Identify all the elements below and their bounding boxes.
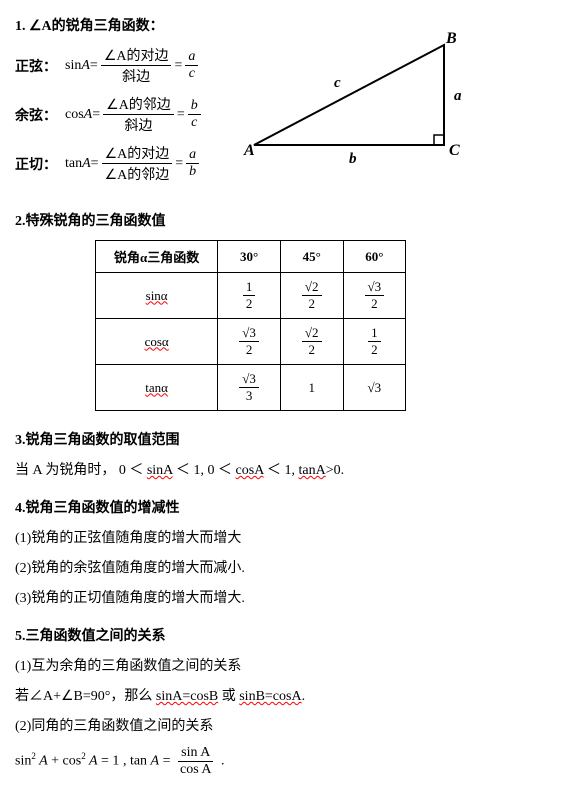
s4-title: 4.锐角三角函数值的增减性 (15, 497, 564, 517)
table-header: 45° (280, 241, 343, 273)
tan-identity-frac: sin Acos A (177, 745, 215, 778)
wavy-text: sinA=cosB (156, 689, 218, 704)
svg-text:B: B (445, 30, 457, 47)
tan-row: 正切： tan A = ∠A的对边∠A的邻边 = ab (15, 143, 204, 184)
svg-text:A: A (243, 142, 255, 159)
sine-func: sin (65, 58, 81, 74)
s4-i2: (2)锐角的余弦值随角度的增大而减小. (15, 557, 564, 577)
wavy-text: sinA (147, 463, 173, 478)
formulas-col: 1. ∠A的锐角三角函数： 正弦： sin A = ∠A的对边斜边 = ac 余… (15, 15, 204, 192)
svg-text:c: c (334, 75, 341, 91)
table-row: cosα√32√2212 (96, 319, 406, 365)
eq: = (92, 107, 100, 123)
s5-i3: (2)同角的三角函数值之间的关系 (15, 715, 564, 735)
cos-frac2: bc (188, 98, 201, 131)
cos-func: cos (65, 107, 84, 123)
svg-text:a: a (454, 88, 462, 104)
table-row: tanα√331√3 (96, 365, 406, 411)
eq: = (174, 58, 182, 74)
s5-line2: 若∠A+∠B=90°，那么 sinA=cosB 或 sinB=cosA. (15, 685, 564, 705)
table-cell: 12 (218, 273, 281, 319)
eq: = (90, 58, 98, 74)
table-header: 30° (218, 241, 281, 273)
table-cell: √32 (343, 273, 406, 319)
svg-text:C: C (449, 142, 460, 159)
s1-title: 1. ∠A的锐角三角函数： (15, 15, 204, 35)
sine-frac2: ac (185, 49, 198, 82)
cos-row: 余弦： cos A = ∠A的邻边斜边 = bc (15, 94, 204, 135)
cos-frac1: ∠A的邻边斜边 (103, 94, 174, 135)
tan-frac1: ∠A的对边∠A的邻边 (102, 143, 173, 184)
tan-func: tan (65, 156, 82, 172)
table-cell: √22 (280, 319, 343, 365)
trig-table: 锐角α三角函数30°45°60° sinα12√22√32cosα√32√221… (95, 240, 406, 411)
s3-title: 3.锐角三角函数的取值范围 (15, 429, 564, 449)
s3-line: 当 A 为锐角时， 0 ＜ sinA ＜ 1, 0 ＜ cosA ＜ 1, ta… (15, 459, 564, 479)
s4-i1: (1)锐角的正弦值随角度的增大而增大 (15, 527, 564, 547)
s5-i1: (1)互为余角的三角函数值之间的关系 (15, 655, 564, 675)
section-5: 5.三角函数值之间的关系 (1)互为余角的三角函数值之间的关系 若∠A+∠B=9… (15, 625, 564, 778)
cos-label: 余弦： (15, 105, 57, 125)
svg-text:b: b (349, 151, 357, 165)
table-header-row: 锐角α三角函数30°45°60° (96, 241, 406, 273)
table-header: 锐角α三角函数 (96, 241, 218, 273)
sine-label: 正弦： (15, 56, 57, 76)
table-row: sinα12√22√32 (96, 273, 406, 319)
section-2: 2.特殊锐角的三角函数值 锐角α三角函数30°45°60° sinα12√22√… (15, 210, 564, 411)
tan-var: A (82, 156, 91, 172)
triangle-diagram: A B C a b c (234, 25, 474, 165)
table-cell: 12 (343, 319, 406, 365)
table-cell: √33 (218, 365, 281, 411)
section-4: 4.锐角三角函数值的增减性 (1)锐角的正弦值随角度的增大而增大 (2)锐角的余… (15, 497, 564, 607)
s4-i3: (3)锐角的正切值随角度的增大而增大. (15, 587, 564, 607)
sine-var: A (81, 58, 90, 74)
eq: = (175, 156, 183, 172)
table-cell: 1 (280, 365, 343, 411)
tan-frac2: ab (186, 147, 199, 180)
table-cell: √22 (280, 273, 343, 319)
eq: = (177, 107, 185, 123)
s5-eq: sin2 A + cos2 A = 1 , tan A = sin Acos A… (15, 745, 564, 778)
table-header: 60° (343, 241, 406, 273)
row-name: tanα (96, 365, 218, 411)
wavy-text: sinB=cosA (239, 689, 301, 704)
tan-label: 正切： (15, 154, 57, 174)
section-1: 1. ∠A的锐角三角函数： 正弦： sin A = ∠A的对边斜边 = ac 余… (15, 15, 564, 192)
row-name: cosα (96, 319, 218, 365)
s2-title: 2.特殊锐角的三角函数值 (15, 210, 564, 230)
sine-frac1: ∠A的对边斜边 (101, 45, 172, 86)
row-name: sinα (96, 273, 218, 319)
eq: = (91, 156, 99, 172)
s5-title: 5.三角函数值之间的关系 (15, 625, 564, 645)
section-3: 3.锐角三角函数的取值范围 当 A 为锐角时， 0 ＜ sinA ＜ 1, 0 … (15, 429, 564, 479)
table-cell: √3 (343, 365, 406, 411)
wavy-text: tanA (299, 463, 326, 478)
sine-row: 正弦： sin A = ∠A的对边斜边 = ac (15, 45, 204, 86)
table-cell: √32 (218, 319, 281, 365)
wavy-text: cosA (236, 463, 264, 478)
cos-var: A (84, 107, 93, 123)
